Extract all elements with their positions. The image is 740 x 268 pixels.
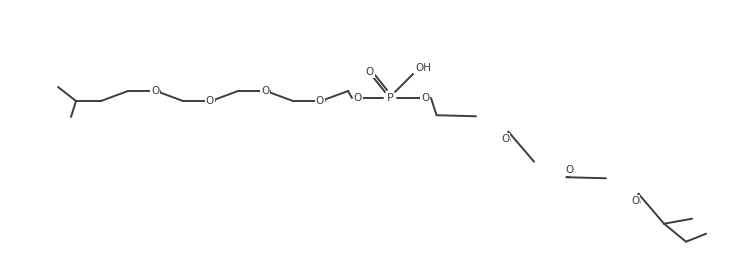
Text: O: O bbox=[354, 93, 362, 103]
Text: O: O bbox=[206, 96, 214, 106]
Text: O: O bbox=[151, 86, 159, 96]
Text: OH: OH bbox=[415, 63, 431, 73]
Text: O: O bbox=[631, 196, 639, 206]
Text: O: O bbox=[566, 165, 574, 175]
Text: O: O bbox=[421, 93, 429, 103]
Text: O: O bbox=[366, 67, 374, 77]
Text: O: O bbox=[261, 86, 269, 96]
Text: P: P bbox=[386, 93, 394, 103]
Text: O: O bbox=[501, 134, 509, 144]
Text: O: O bbox=[316, 96, 324, 106]
